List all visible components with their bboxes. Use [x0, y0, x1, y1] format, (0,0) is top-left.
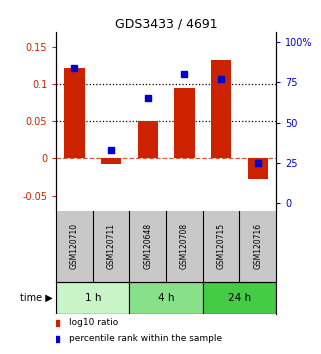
- Bar: [56, 282, 129, 314]
- Bar: [203, 282, 276, 314]
- Bar: [129, 282, 203, 314]
- Text: GSM120710: GSM120710: [70, 223, 79, 269]
- Bar: [211, 60, 231, 158]
- Text: 24 h: 24 h: [228, 293, 251, 303]
- Bar: [138, 121, 158, 158]
- Text: GSM120711: GSM120711: [107, 223, 116, 269]
- Bar: [174, 88, 195, 158]
- Text: GSM120708: GSM120708: [180, 223, 189, 269]
- Title: GDS3433 / 4691: GDS3433 / 4691: [115, 18, 217, 31]
- Text: GSM120716: GSM120716: [253, 223, 262, 269]
- Text: 1 h: 1 h: [84, 293, 101, 303]
- Text: time ▶: time ▶: [20, 293, 53, 303]
- Text: percentile rank within the sample: percentile rank within the sample: [69, 334, 222, 343]
- Text: log10 ratio: log10 ratio: [69, 318, 119, 327]
- Bar: [248, 158, 268, 179]
- Bar: [65, 68, 84, 158]
- Bar: [101, 158, 121, 164]
- Text: GSM120715: GSM120715: [217, 223, 226, 269]
- Text: GSM120648: GSM120648: [143, 223, 152, 269]
- Text: 4 h: 4 h: [158, 293, 174, 303]
